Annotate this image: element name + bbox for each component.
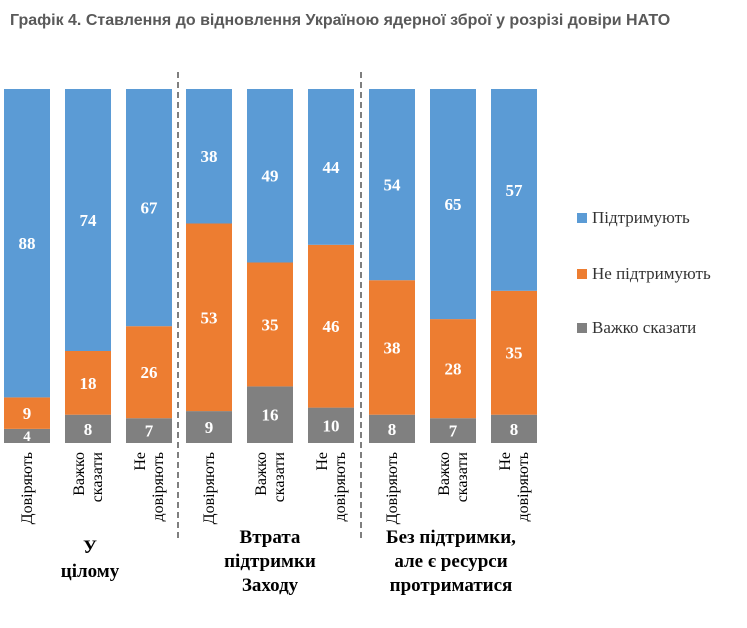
group-label: підтримки: [224, 551, 316, 572]
category-label: Важко: [253, 452, 270, 496]
legend-swatch-hard-to-say: [577, 323, 587, 333]
group-label: цілому: [61, 561, 120, 582]
bar-not-support: [65, 351, 111, 415]
bar-support: [491, 89, 537, 291]
data-label-support: 49: [262, 167, 279, 186]
legend-swatch-support: [577, 213, 587, 223]
data-label-not-support: 46: [323, 317, 340, 336]
bar-hard-to-say: [308, 407, 354, 443]
data-label-support: 74: [80, 211, 98, 230]
data-label-hard-to-say: 10: [323, 416, 340, 435]
legend-swatch-not-support: [577, 269, 587, 279]
category-label: сказати: [271, 452, 288, 503]
data-label-not-support: 53: [201, 308, 218, 327]
data-label-not-support: 9: [23, 404, 32, 423]
category-label: сказати: [89, 452, 106, 503]
bar-support: [308, 89, 354, 245]
bar-hard-to-say: [430, 418, 476, 443]
data-label-support: 88: [19, 234, 36, 253]
data-label-support: 44: [323, 158, 341, 177]
category-label: Довіряють: [19, 452, 36, 524]
data-label-not-support: 35: [262, 315, 279, 334]
bar-support: [430, 89, 476, 320]
bar-not-support: [491, 290, 537, 415]
bar-support: [65, 89, 111, 351]
data-label-support: 38: [201, 147, 218, 166]
legend-label-support: Підтримують: [592, 208, 690, 227]
category-label: Важко: [436, 452, 453, 496]
category-label: Важко: [71, 452, 88, 496]
chart-title: Графік 4. Ставлення до відновлення Украї…: [10, 12, 671, 29]
data-label-hard-to-say: 9: [205, 418, 214, 437]
group-label: протриматися: [390, 575, 513, 596]
data-label-not-support: 38: [384, 338, 401, 357]
group-label: Без підтримки,: [386, 527, 516, 548]
category-label: Довіряють: [384, 452, 401, 524]
data-label-not-support: 26: [141, 363, 158, 382]
bar-hard-to-say: [491, 414, 537, 443]
category-label: Не: [132, 452, 149, 471]
bar-support: [186, 89, 232, 224]
bar-support: [247, 89, 293, 263]
bar-not-support: [4, 397, 50, 429]
data-label-support: 54: [384, 176, 402, 195]
data-label-support: 57: [506, 181, 524, 200]
bar-not-support: [247, 262, 293, 387]
data-label-not-support: 18: [80, 374, 97, 393]
bar-hard-to-say: [65, 414, 111, 443]
data-label-hard-to-say: 8: [388, 420, 397, 439]
category-label: довіряють: [332, 452, 349, 522]
data-label-not-support: 35: [506, 344, 523, 363]
group-label: але є ресурси: [394, 551, 507, 572]
category-label: довіряють: [515, 452, 532, 522]
data-label-support: 67: [141, 199, 159, 218]
data-label-hard-to-say: 4: [23, 429, 31, 445]
bar-not-support: [308, 244, 354, 408]
group-label: Втрата: [240, 527, 301, 548]
bar-hard-to-say: [4, 429, 50, 443]
bar-hard-to-say: [186, 411, 232, 443]
bar-not-support: [126, 326, 172, 419]
bar-support: [126, 89, 172, 327]
bar-not-support: [430, 319, 476, 419]
bar-support: [4, 89, 50, 398]
data-label-hard-to-say: 8: [510, 420, 519, 439]
legend-label-not-support: Не підтримують: [592, 264, 711, 283]
category-label: довіряють: [150, 452, 167, 522]
data-label-support: 65: [445, 195, 462, 214]
category-label: Не: [497, 452, 514, 471]
bar-not-support: [369, 280, 415, 415]
category-label: сказати: [454, 452, 471, 503]
data-label-hard-to-say: 7: [449, 422, 458, 441]
data-label-hard-to-say: 8: [84, 420, 93, 439]
data-label-not-support: 28: [445, 360, 462, 379]
bar-hard-to-say: [126, 418, 172, 443]
group-label: Заходу: [242, 575, 299, 596]
category-label: Не: [314, 452, 331, 471]
bar-support: [369, 89, 415, 281]
legend-label-hard-to-say: Важко сказати: [592, 318, 696, 337]
group-label: У: [83, 537, 97, 558]
bar-not-support: [186, 223, 232, 412]
data-label-hard-to-say: 16: [262, 406, 279, 425]
data-label-hard-to-say: 7: [145, 422, 154, 441]
bar-hard-to-say: [247, 386, 293, 443]
category-label: Довіряють: [201, 452, 218, 524]
bar-hard-to-say: [369, 414, 415, 443]
